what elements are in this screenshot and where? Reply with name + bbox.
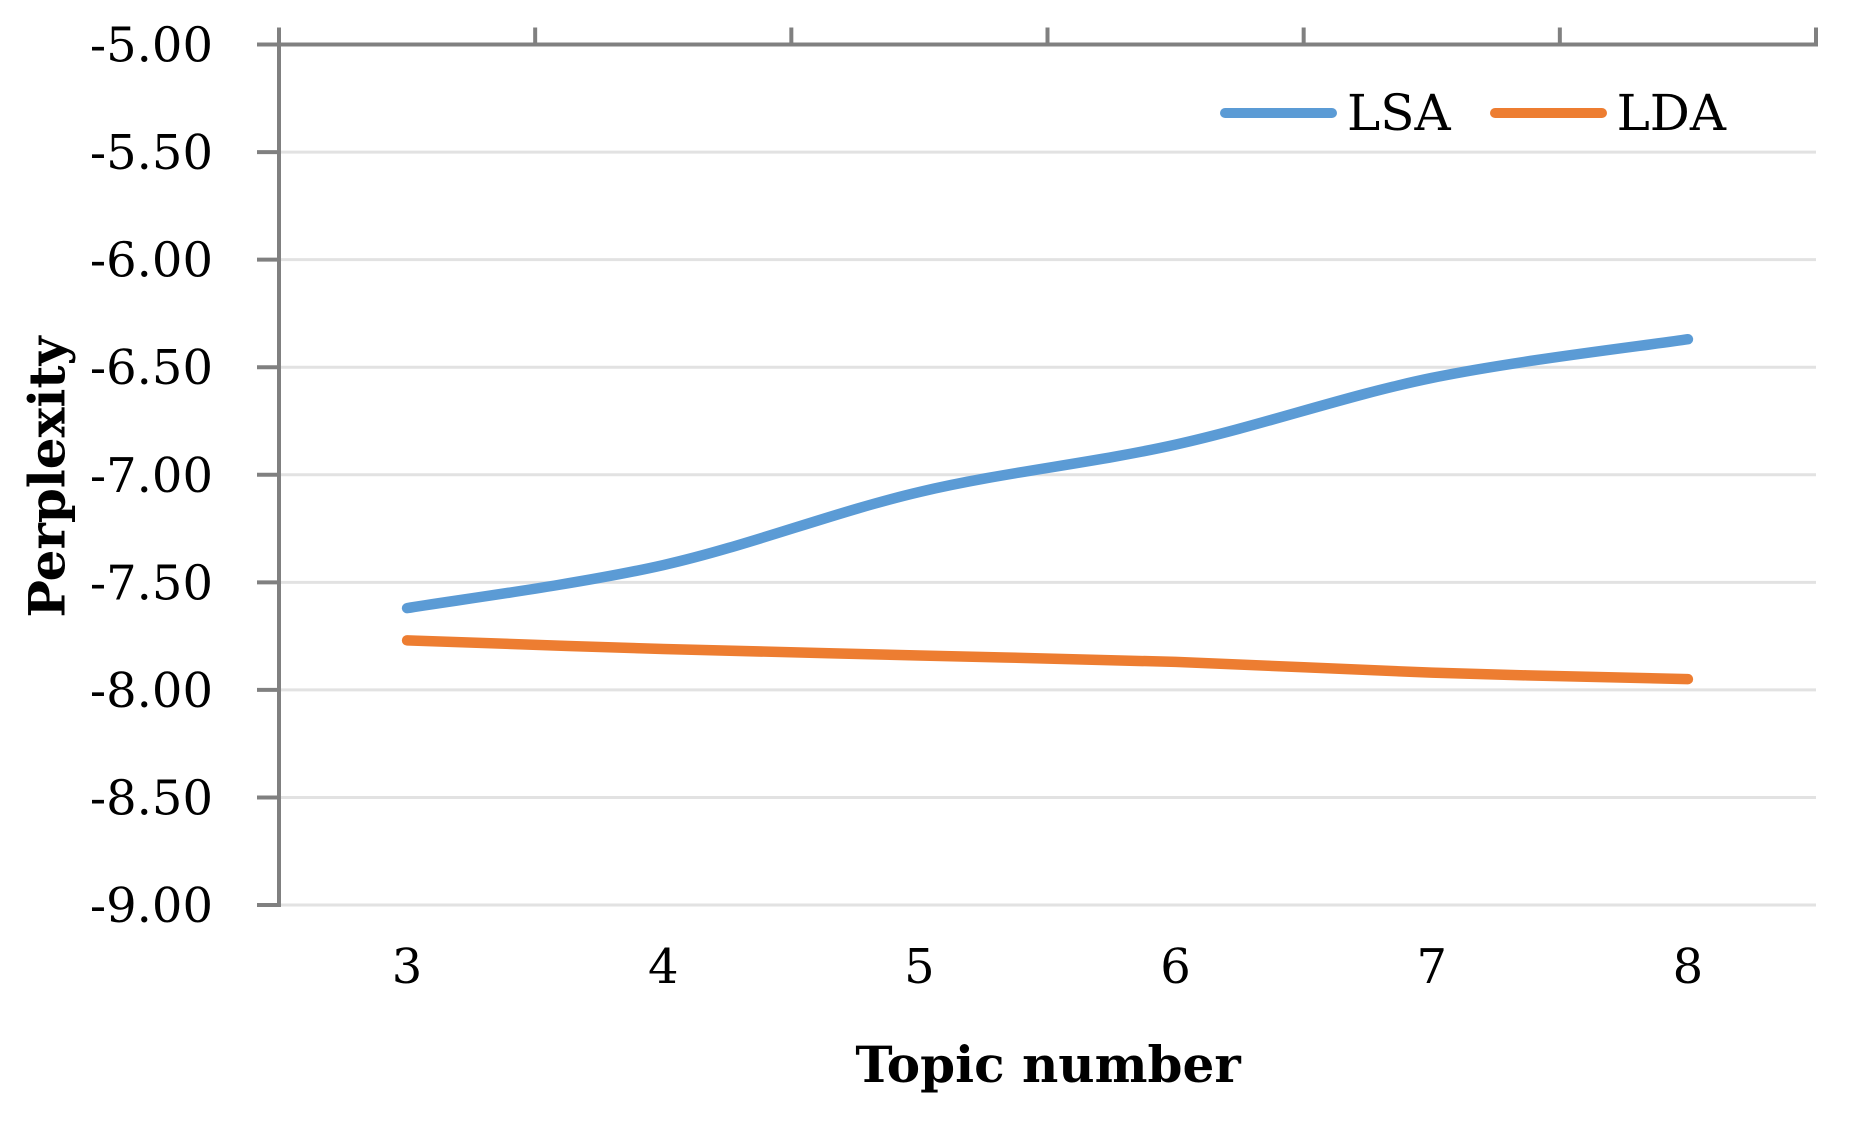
- x-tick-label: 5: [904, 939, 935, 995]
- y-tick-label: -5.50: [90, 125, 213, 181]
- x-tick-label: 3: [392, 939, 423, 995]
- x-tick-label: 8: [1673, 939, 1704, 995]
- lda-line-swatch: [1489, 108, 1607, 118]
- x-tick-label: 4: [648, 939, 679, 995]
- legend-label-lda: LDA: [1616, 84, 1726, 142]
- legend-item-lda: LDA: [1489, 83, 1726, 143]
- x-axis-title: Topic number: [855, 1035, 1241, 1094]
- legend-label-lsa: LSA: [1347, 84, 1451, 142]
- y-tick-label: -6.50: [90, 340, 213, 396]
- y-tick-label: -7.50: [90, 555, 213, 611]
- x-tick-label: 6: [1160, 939, 1191, 995]
- x-tick-label: 7: [1416, 939, 1447, 995]
- y-tick-label: -5.00: [90, 18, 213, 74]
- lsa-line-swatch: [1220, 108, 1337, 118]
- legend: LSA LDA: [1220, 83, 1726, 143]
- legend-item-lsa: LSA: [1220, 83, 1451, 143]
- y-tick-label: -7.00: [90, 448, 213, 504]
- y-tick-label: -8.50: [90, 770, 213, 826]
- series-line-lsa: [401, 333, 1694, 614]
- series-line-lda: [401, 635, 1694, 685]
- y-tick-label: -8.00: [90, 663, 213, 719]
- y-axis-title: Perplexity: [17, 336, 77, 618]
- y-tick-label: -6.00: [90, 233, 213, 289]
- y-tick-label: -9.00: [90, 878, 213, 934]
